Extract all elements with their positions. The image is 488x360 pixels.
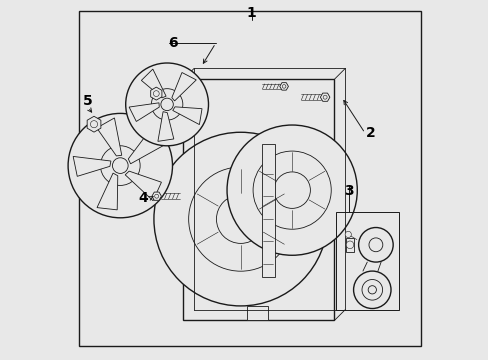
Circle shape bbox=[161, 98, 173, 111]
Bar bbox=[183, 79, 334, 320]
Circle shape bbox=[346, 241, 353, 249]
Polygon shape bbox=[172, 107, 202, 125]
Circle shape bbox=[154, 132, 327, 306]
Circle shape bbox=[323, 95, 326, 99]
Polygon shape bbox=[320, 93, 329, 101]
Circle shape bbox=[154, 194, 158, 198]
Circle shape bbox=[353, 271, 390, 309]
Polygon shape bbox=[97, 118, 122, 156]
Circle shape bbox=[216, 195, 264, 243]
Polygon shape bbox=[125, 171, 161, 201]
Polygon shape bbox=[97, 173, 118, 210]
Circle shape bbox=[125, 63, 208, 146]
Circle shape bbox=[68, 113, 172, 218]
Text: 2: 2 bbox=[365, 126, 375, 140]
Polygon shape bbox=[279, 83, 288, 90]
Circle shape bbox=[368, 238, 382, 252]
Circle shape bbox=[345, 231, 351, 238]
Bar bbox=[336, 212, 399, 310]
Circle shape bbox=[151, 89, 183, 120]
Circle shape bbox=[188, 167, 292, 271]
Polygon shape bbox=[150, 87, 162, 100]
Text: 6: 6 bbox=[167, 36, 177, 50]
Polygon shape bbox=[128, 132, 163, 164]
Circle shape bbox=[282, 85, 285, 88]
Circle shape bbox=[367, 286, 376, 294]
Text: 5: 5 bbox=[83, 94, 93, 108]
Polygon shape bbox=[158, 112, 173, 141]
Bar bbox=[262, 144, 274, 277]
Circle shape bbox=[273, 172, 310, 208]
Text: 3: 3 bbox=[344, 184, 353, 198]
Bar bbox=[246, 306, 268, 320]
Circle shape bbox=[361, 279, 382, 300]
Text: 1: 1 bbox=[246, 6, 256, 19]
Circle shape bbox=[90, 121, 98, 128]
Polygon shape bbox=[141, 69, 166, 98]
Polygon shape bbox=[152, 192, 161, 200]
Circle shape bbox=[358, 228, 392, 262]
Circle shape bbox=[226, 125, 357, 255]
Text: 4: 4 bbox=[139, 191, 148, 205]
Polygon shape bbox=[87, 116, 101, 132]
Circle shape bbox=[153, 91, 159, 96]
Bar bbox=[346, 238, 353, 252]
Circle shape bbox=[112, 158, 128, 174]
Circle shape bbox=[100, 146, 140, 185]
Polygon shape bbox=[73, 157, 111, 176]
Polygon shape bbox=[171, 72, 196, 101]
Circle shape bbox=[253, 151, 330, 229]
Polygon shape bbox=[129, 103, 159, 121]
